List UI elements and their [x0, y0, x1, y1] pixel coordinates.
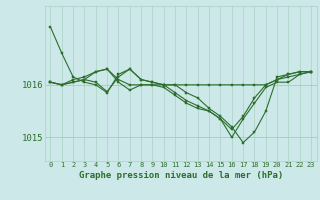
X-axis label: Graphe pression niveau de la mer (hPa): Graphe pression niveau de la mer (hPa)	[79, 171, 283, 180]
